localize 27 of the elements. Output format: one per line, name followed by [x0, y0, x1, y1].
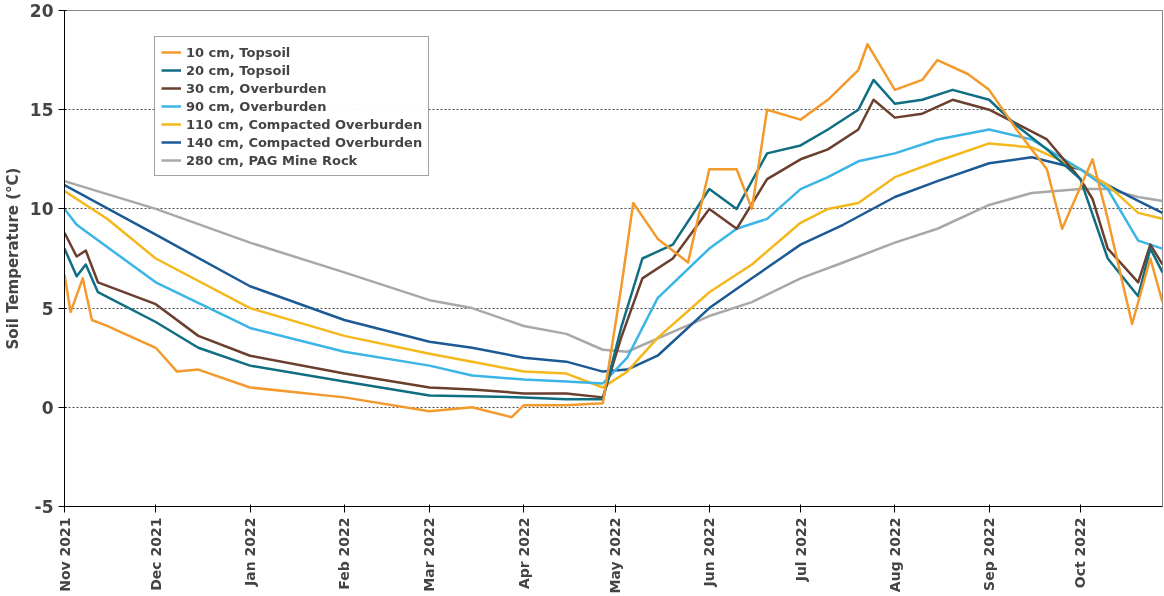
legend-label: 140 cm, Compacted Overburden: [186, 133, 423, 151]
x-tick-label: Sep 2022: [981, 517, 998, 591]
x-tick-label: Aug 2022: [886, 517, 903, 593]
x-tick-label: Oct 2022: [1072, 517, 1089, 589]
x-tick-label: Jun 2022: [701, 517, 718, 588]
x-tick-label: Nov 2021: [56, 517, 73, 592]
x-tick-label: Mar 2022: [421, 517, 438, 592]
y-tick-label: 20: [29, 1, 54, 21]
x-tick-label: Jan 2022: [242, 517, 259, 587]
legend-label: 30 cm, Overburden: [186, 79, 327, 97]
legend-label: 10 cm, Topsoil: [186, 43, 291, 61]
y-tick-label: 15: [29, 100, 54, 121]
x-tick-label: Dec 2021: [147, 517, 164, 591]
x-tick-label: May 2022: [607, 517, 624, 594]
legend-label: 280 cm, PAG Mine Rock: [186, 151, 358, 169]
y-tick-label: 10: [29, 199, 54, 220]
legend-label: 110 cm, Compacted Overburden: [186, 115, 423, 133]
legend-label: 90 cm, Overburden: [186, 97, 327, 115]
x-tick-label: Jul 2022: [792, 517, 809, 583]
x-tick-label: Feb 2022: [336, 517, 353, 590]
y-tick-label: -5: [34, 497, 54, 517]
legend-label: 20 cm, Topsoil: [186, 61, 291, 79]
line-series: [64, 179, 1163, 353]
x-tick-label: Apr 2022: [515, 517, 532, 590]
y-tick-label: 5: [41, 298, 54, 319]
y-tick-label: 0: [41, 397, 54, 418]
y-axis-title: Soil Temperature (°C): [3, 167, 22, 350]
